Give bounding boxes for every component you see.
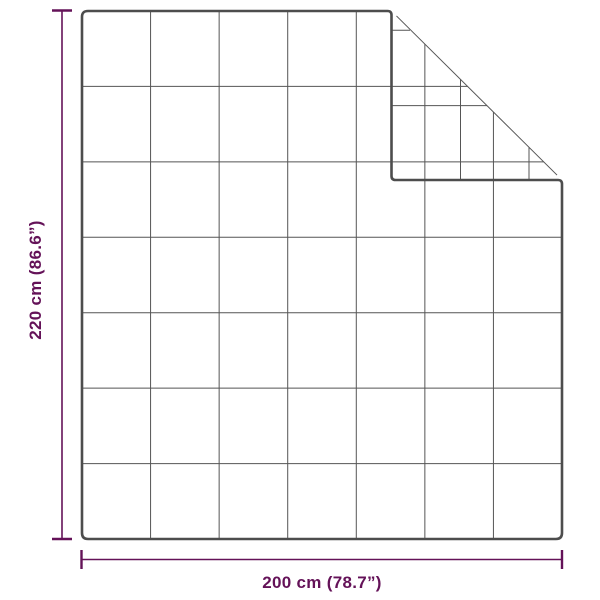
svg-text:200 cm (78.7”): 200 cm (78.7”) [262, 573, 382, 592]
svg-text:220 cm (86.6”): 220 cm (86.6”) [26, 220, 45, 340]
